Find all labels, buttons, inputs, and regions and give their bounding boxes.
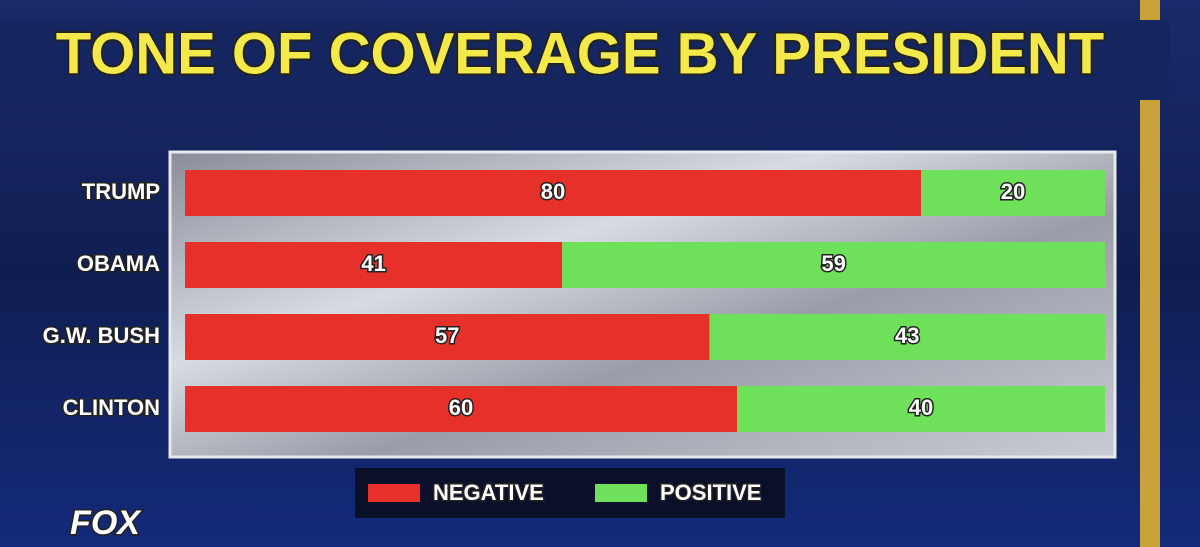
legend-swatch [368,484,420,502]
value-label: 59 [821,251,845,276]
frame-edge [1140,0,1160,547]
value-label: 80 [541,179,565,204]
bar-segment [185,386,737,432]
legend-box [355,468,785,518]
title-bar [0,20,1170,100]
bar-segment [185,242,563,288]
value-label: 60 [449,395,473,420]
value-label: 40 [909,395,933,420]
bar-segment [709,314,1105,360]
value-label: 20 [1001,179,1025,204]
category-label: TRUMP [82,179,160,204]
category-label: G.W. BUSH [43,323,160,348]
legend-swatch [595,484,647,502]
value-label: 57 [435,323,459,348]
bar-segment [185,170,921,216]
value-label: 43 [895,323,919,348]
category-label: OBAMA [77,251,160,276]
legend-label: NEGATIVE [433,480,544,505]
chart-title: TONE OF COVERAGE BY PRESIDENT [56,21,1104,86]
legend-label: POSITIVE [660,480,761,505]
bar-segment [562,242,1105,288]
bar-segment [185,314,710,360]
bar-segment [921,170,1105,216]
category-label: CLINTON [63,395,160,420]
value-label: 41 [361,251,385,276]
logo: FOX [70,504,142,542]
bar-segment [737,386,1105,432]
